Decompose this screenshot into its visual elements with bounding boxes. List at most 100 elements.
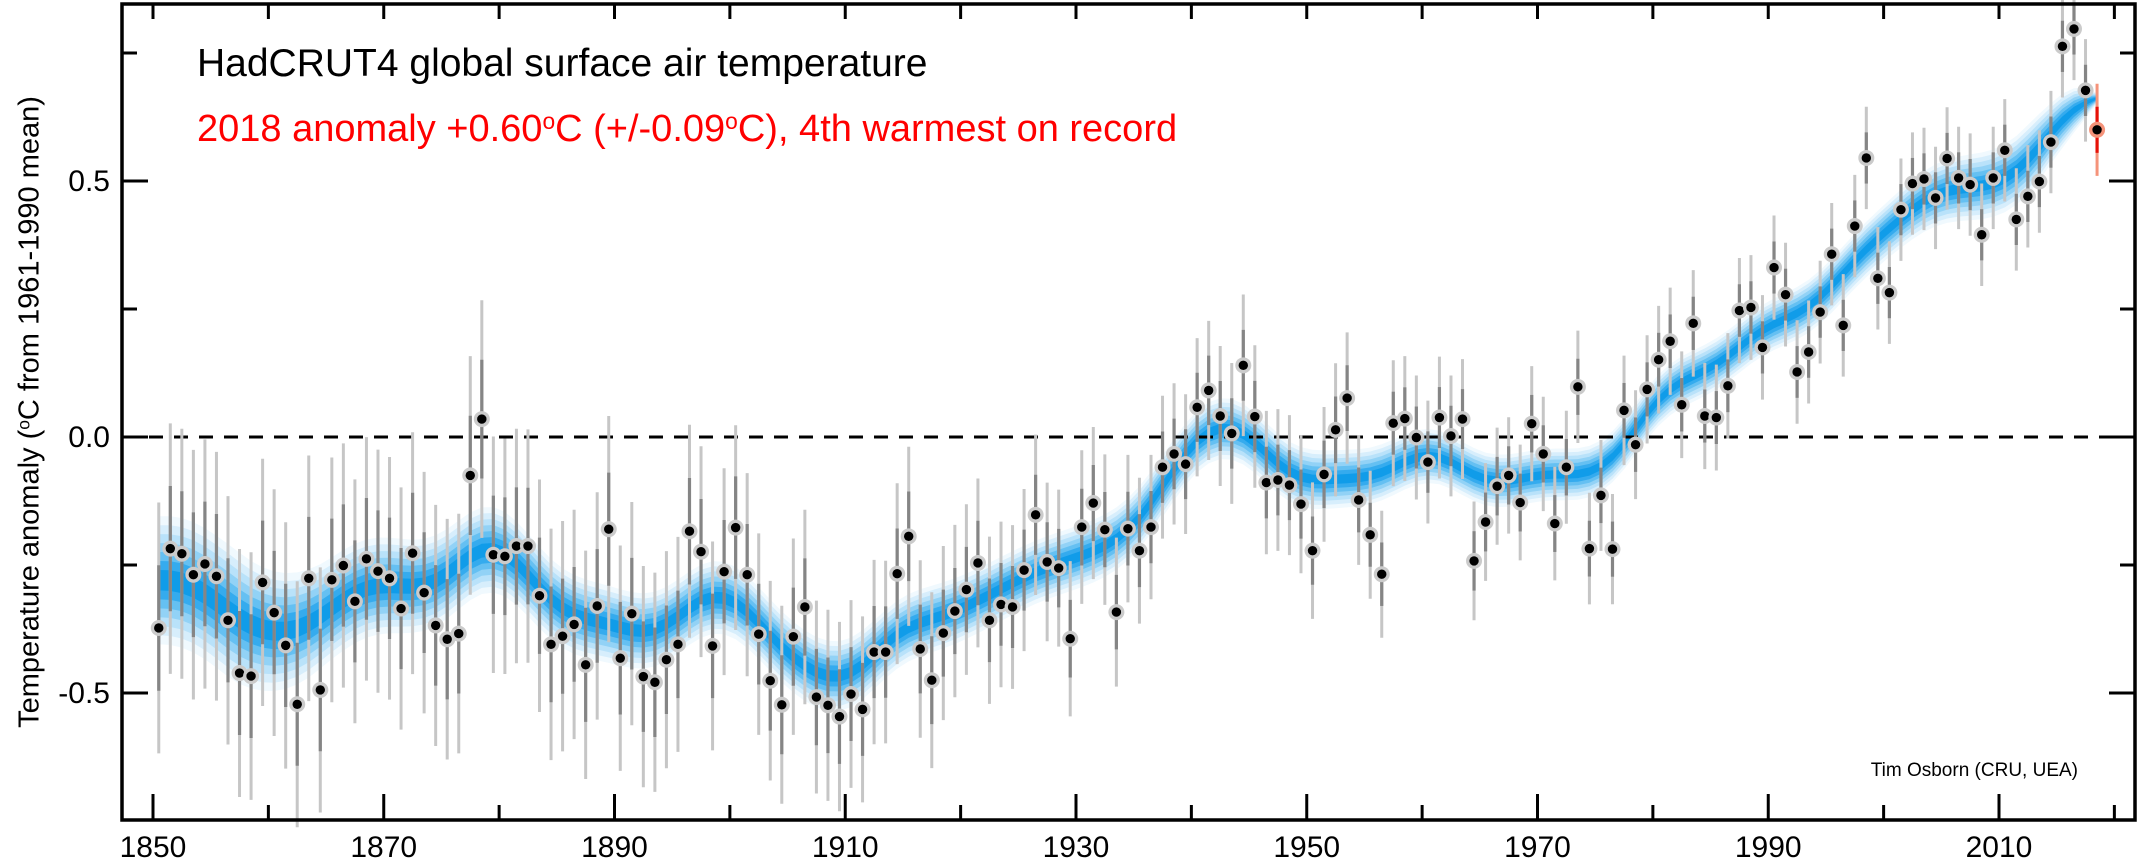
data-point	[1561, 462, 1572, 472]
data-point	[1803, 347, 1814, 357]
data-point	[1111, 607, 1122, 617]
data-point	[1550, 518, 1560, 529]
data-point	[1215, 411, 1225, 421]
data-point	[1976, 230, 1987, 240]
data-point	[1446, 431, 1456, 441]
data-point	[1711, 412, 1722, 423]
data-point	[1053, 563, 1064, 573]
data-point	[350, 596, 360, 607]
data-point	[1007, 602, 1018, 612]
data-point	[154, 623, 164, 633]
data-point	[200, 559, 210, 569]
data-point	[661, 655, 672, 665]
data-point	[2011, 214, 2022, 225]
attribution-text: Tim Osborn (CRU, UEA)	[1870, 760, 2078, 781]
highlight-data-point-2018	[2092, 125, 2102, 135]
data-point	[1942, 153, 1952, 164]
y-tick-label: -0.5	[58, 677, 110, 710]
data-point	[1792, 367, 1802, 377]
data-point	[1296, 499, 1306, 509]
data-point	[546, 639, 556, 650]
data-point	[327, 575, 337, 585]
data-point	[869, 647, 879, 657]
data-point	[1180, 459, 1191, 469]
y-axis-label-text-1: Temperature anomaly (	[13, 429, 46, 728]
data-point	[580, 660, 591, 670]
data-point	[892, 569, 902, 579]
y-axis-label-text-2: C from 1961-1990 mean)	[13, 96, 46, 421]
data-point	[177, 549, 187, 559]
data-point	[2034, 176, 2045, 187]
data-point	[1434, 412, 1445, 423]
data-point	[1030, 510, 1041, 520]
data-point	[246, 671, 256, 681]
data-point	[373, 566, 383, 576]
data-point	[1169, 449, 1179, 459]
data-point	[2057, 41, 2068, 52]
data-point	[754, 629, 764, 639]
data-point	[1342, 393, 1352, 403]
chart-subtitle: 2018 anomaly +0.60oC (+/-0.09oC), 4th wa…	[197, 108, 1177, 151]
data-point	[1250, 411, 1260, 422]
data-point	[592, 601, 602, 611]
chart-title: HadCRUT4 global surface air temperature	[197, 42, 928, 85]
data-point	[961, 584, 972, 595]
data-point	[950, 606, 960, 616]
y-axis-label: Temperature anomaly (oC from 1961-1990 m…	[14, 96, 47, 728]
data-point	[1746, 302, 1756, 313]
data-point	[384, 573, 395, 584]
data-point	[730, 522, 741, 533]
data-point	[1330, 425, 1341, 435]
data-point	[1573, 382, 1583, 392]
x-tick-label: 1850	[120, 831, 187, 864]
data-point	[1815, 307, 1825, 317]
data-point	[1203, 385, 1214, 396]
data-point	[1134, 545, 1145, 556]
data-point	[465, 470, 475, 481]
data-point	[638, 671, 649, 682]
data-point	[500, 551, 510, 561]
data-point	[257, 577, 268, 588]
x-tick-label: 1970	[1504, 831, 1571, 864]
data-point	[1227, 428, 1237, 439]
data-point	[1757, 342, 1768, 353]
data-point	[673, 639, 683, 650]
data-point	[1088, 498, 1099, 508]
y-tick-label: 0.5	[68, 165, 110, 198]
data-point	[846, 689, 856, 699]
data-point	[454, 628, 464, 639]
data-point	[696, 546, 706, 557]
data-point	[1515, 497, 1525, 508]
degree-superscript: o	[13, 420, 34, 430]
data-point	[1492, 481, 1502, 491]
data-point	[811, 692, 822, 702]
data-point	[2023, 191, 2033, 202]
data-point	[857, 704, 868, 715]
data-point	[996, 599, 1006, 610]
data-point	[742, 570, 752, 580]
data-point	[927, 675, 937, 685]
data-point	[1400, 413, 1410, 424]
data-point	[1065, 634, 1075, 644]
data-point	[1192, 402, 1202, 413]
subtitle-text-2: C (+/-0.09	[555, 108, 726, 150]
y-tick-label: 0.0	[68, 421, 110, 454]
data-point	[165, 543, 176, 554]
data-point	[2046, 137, 2056, 147]
data-point	[1503, 470, 1514, 481]
x-tick-label: 1870	[350, 831, 417, 864]
data-point	[419, 587, 429, 598]
data-point	[1377, 569, 1387, 579]
data-point	[188, 570, 199, 580]
data-point	[627, 608, 637, 619]
x-tick-label: 1950	[1273, 831, 1340, 864]
x-tick-label: 1910	[812, 831, 879, 864]
data-point	[234, 668, 245, 678]
data-point	[823, 700, 833, 710]
data-point	[488, 550, 499, 560]
data-point	[984, 615, 995, 625]
data-point	[1619, 405, 1629, 416]
data-point	[1538, 449, 1548, 459]
data-point	[2069, 24, 2079, 34]
